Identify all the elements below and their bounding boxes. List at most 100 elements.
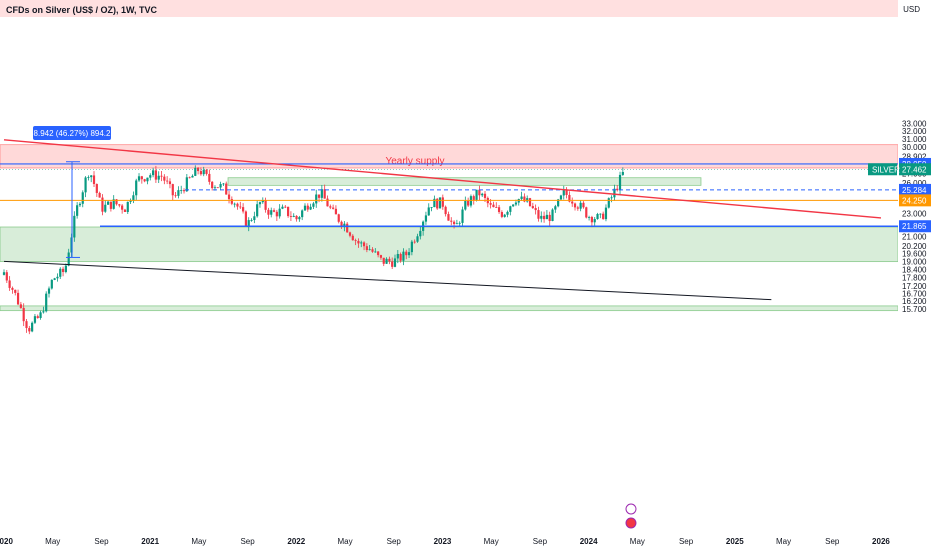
candle — [354, 238, 357, 246]
candle — [497, 205, 501, 214]
candle — [160, 170, 163, 182]
candle — [374, 248, 377, 253]
candle — [545, 210, 548, 220]
candle — [306, 203, 309, 212]
candle — [517, 198, 520, 206]
event-icon — [625, 503, 637, 515]
candle — [368, 244, 371, 251]
candle — [315, 189, 318, 208]
candle — [433, 195, 436, 208]
candle — [528, 197, 532, 207]
candle — [500, 210, 503, 219]
candle — [182, 188, 186, 194]
candle — [5, 270, 8, 284]
candle — [166, 176, 169, 185]
price-badge — [899, 183, 931, 196]
candle — [438, 197, 442, 209]
candle — [573, 202, 577, 211]
candle — [523, 193, 526, 203]
candle — [520, 191, 523, 202]
candle — [56, 273, 59, 282]
candle — [39, 310, 42, 320]
candle — [241, 203, 245, 214]
candle — [396, 250, 399, 264]
candle — [430, 207, 433, 212]
candle — [604, 204, 608, 222]
candle — [118, 203, 121, 208]
candle — [531, 202, 534, 210]
candle — [329, 204, 332, 210]
candle — [340, 220, 343, 230]
symbol-tag-label: SILVER — [872, 165, 900, 174]
candle — [25, 318, 28, 333]
price-tick: 18.400 — [902, 265, 927, 274]
candle — [298, 215, 301, 222]
time-tick: May — [191, 537, 206, 546]
candle — [216, 187, 219, 189]
candle — [171, 183, 174, 201]
candle — [106, 200, 110, 205]
candle — [143, 178, 146, 183]
candle — [289, 211, 293, 222]
candle — [526, 195, 529, 203]
price-axis-bg — [898, 17, 932, 550]
time-tick: 2024 — [580, 537, 598, 546]
candle — [424, 211, 428, 225]
time-tick: 2020 — [0, 537, 13, 546]
candle — [31, 321, 34, 333]
time-axis-bg — [0, 532, 932, 550]
candle — [486, 196, 489, 208]
support-trendline — [3, 260, 772, 301]
candle — [239, 201, 242, 210]
header-band — [0, 0, 898, 17]
price-tick: 21.000 — [902, 232, 927, 241]
candle — [92, 171, 96, 187]
price-tick: 19.000 — [902, 257, 927, 266]
candle — [109, 201, 112, 212]
candle — [154, 165, 157, 183]
candle — [537, 206, 540, 222]
candle — [140, 175, 143, 184]
candle — [413, 239, 416, 244]
candle — [554, 204, 557, 213]
candle — [326, 195, 329, 207]
candle — [447, 211, 450, 221]
time-tick: Sep — [825, 537, 840, 546]
candle — [146, 177, 149, 185]
candle — [253, 211, 256, 224]
measure-label: 8.942 (46.27%) 894.2 — [34, 129, 111, 138]
candle — [112, 195, 115, 210]
candle — [461, 206, 464, 227]
price-tick: 17.800 — [902, 274, 927, 283]
candle — [337, 213, 340, 224]
candle — [458, 221, 461, 226]
candle — [551, 208, 554, 222]
candle — [208, 169, 211, 185]
candle — [379, 254, 383, 260]
candle — [371, 247, 374, 253]
price-badge-label: 25.284 — [902, 186, 927, 195]
price-tick: 15.700 — [902, 305, 927, 314]
candle — [587, 215, 591, 221]
candle — [149, 173, 152, 181]
candle — [506, 210, 509, 218]
candle — [332, 204, 335, 210]
candle — [177, 186, 180, 199]
candle — [320, 184, 323, 202]
candle — [599, 213, 602, 219]
candle — [287, 206, 290, 218]
candle — [317, 194, 321, 203]
candle — [22, 303, 25, 327]
candle — [407, 248, 411, 259]
symbol-tag — [868, 163, 897, 176]
candle — [236, 202, 239, 210]
candle — [219, 181, 222, 191]
time-tick: Sep — [387, 537, 402, 546]
candle — [509, 205, 512, 216]
candle — [267, 207, 270, 219]
candle — [464, 196, 467, 211]
candle — [585, 206, 588, 219]
candle — [444, 205, 447, 217]
price-badge-label: 27.462 — [902, 165, 927, 174]
